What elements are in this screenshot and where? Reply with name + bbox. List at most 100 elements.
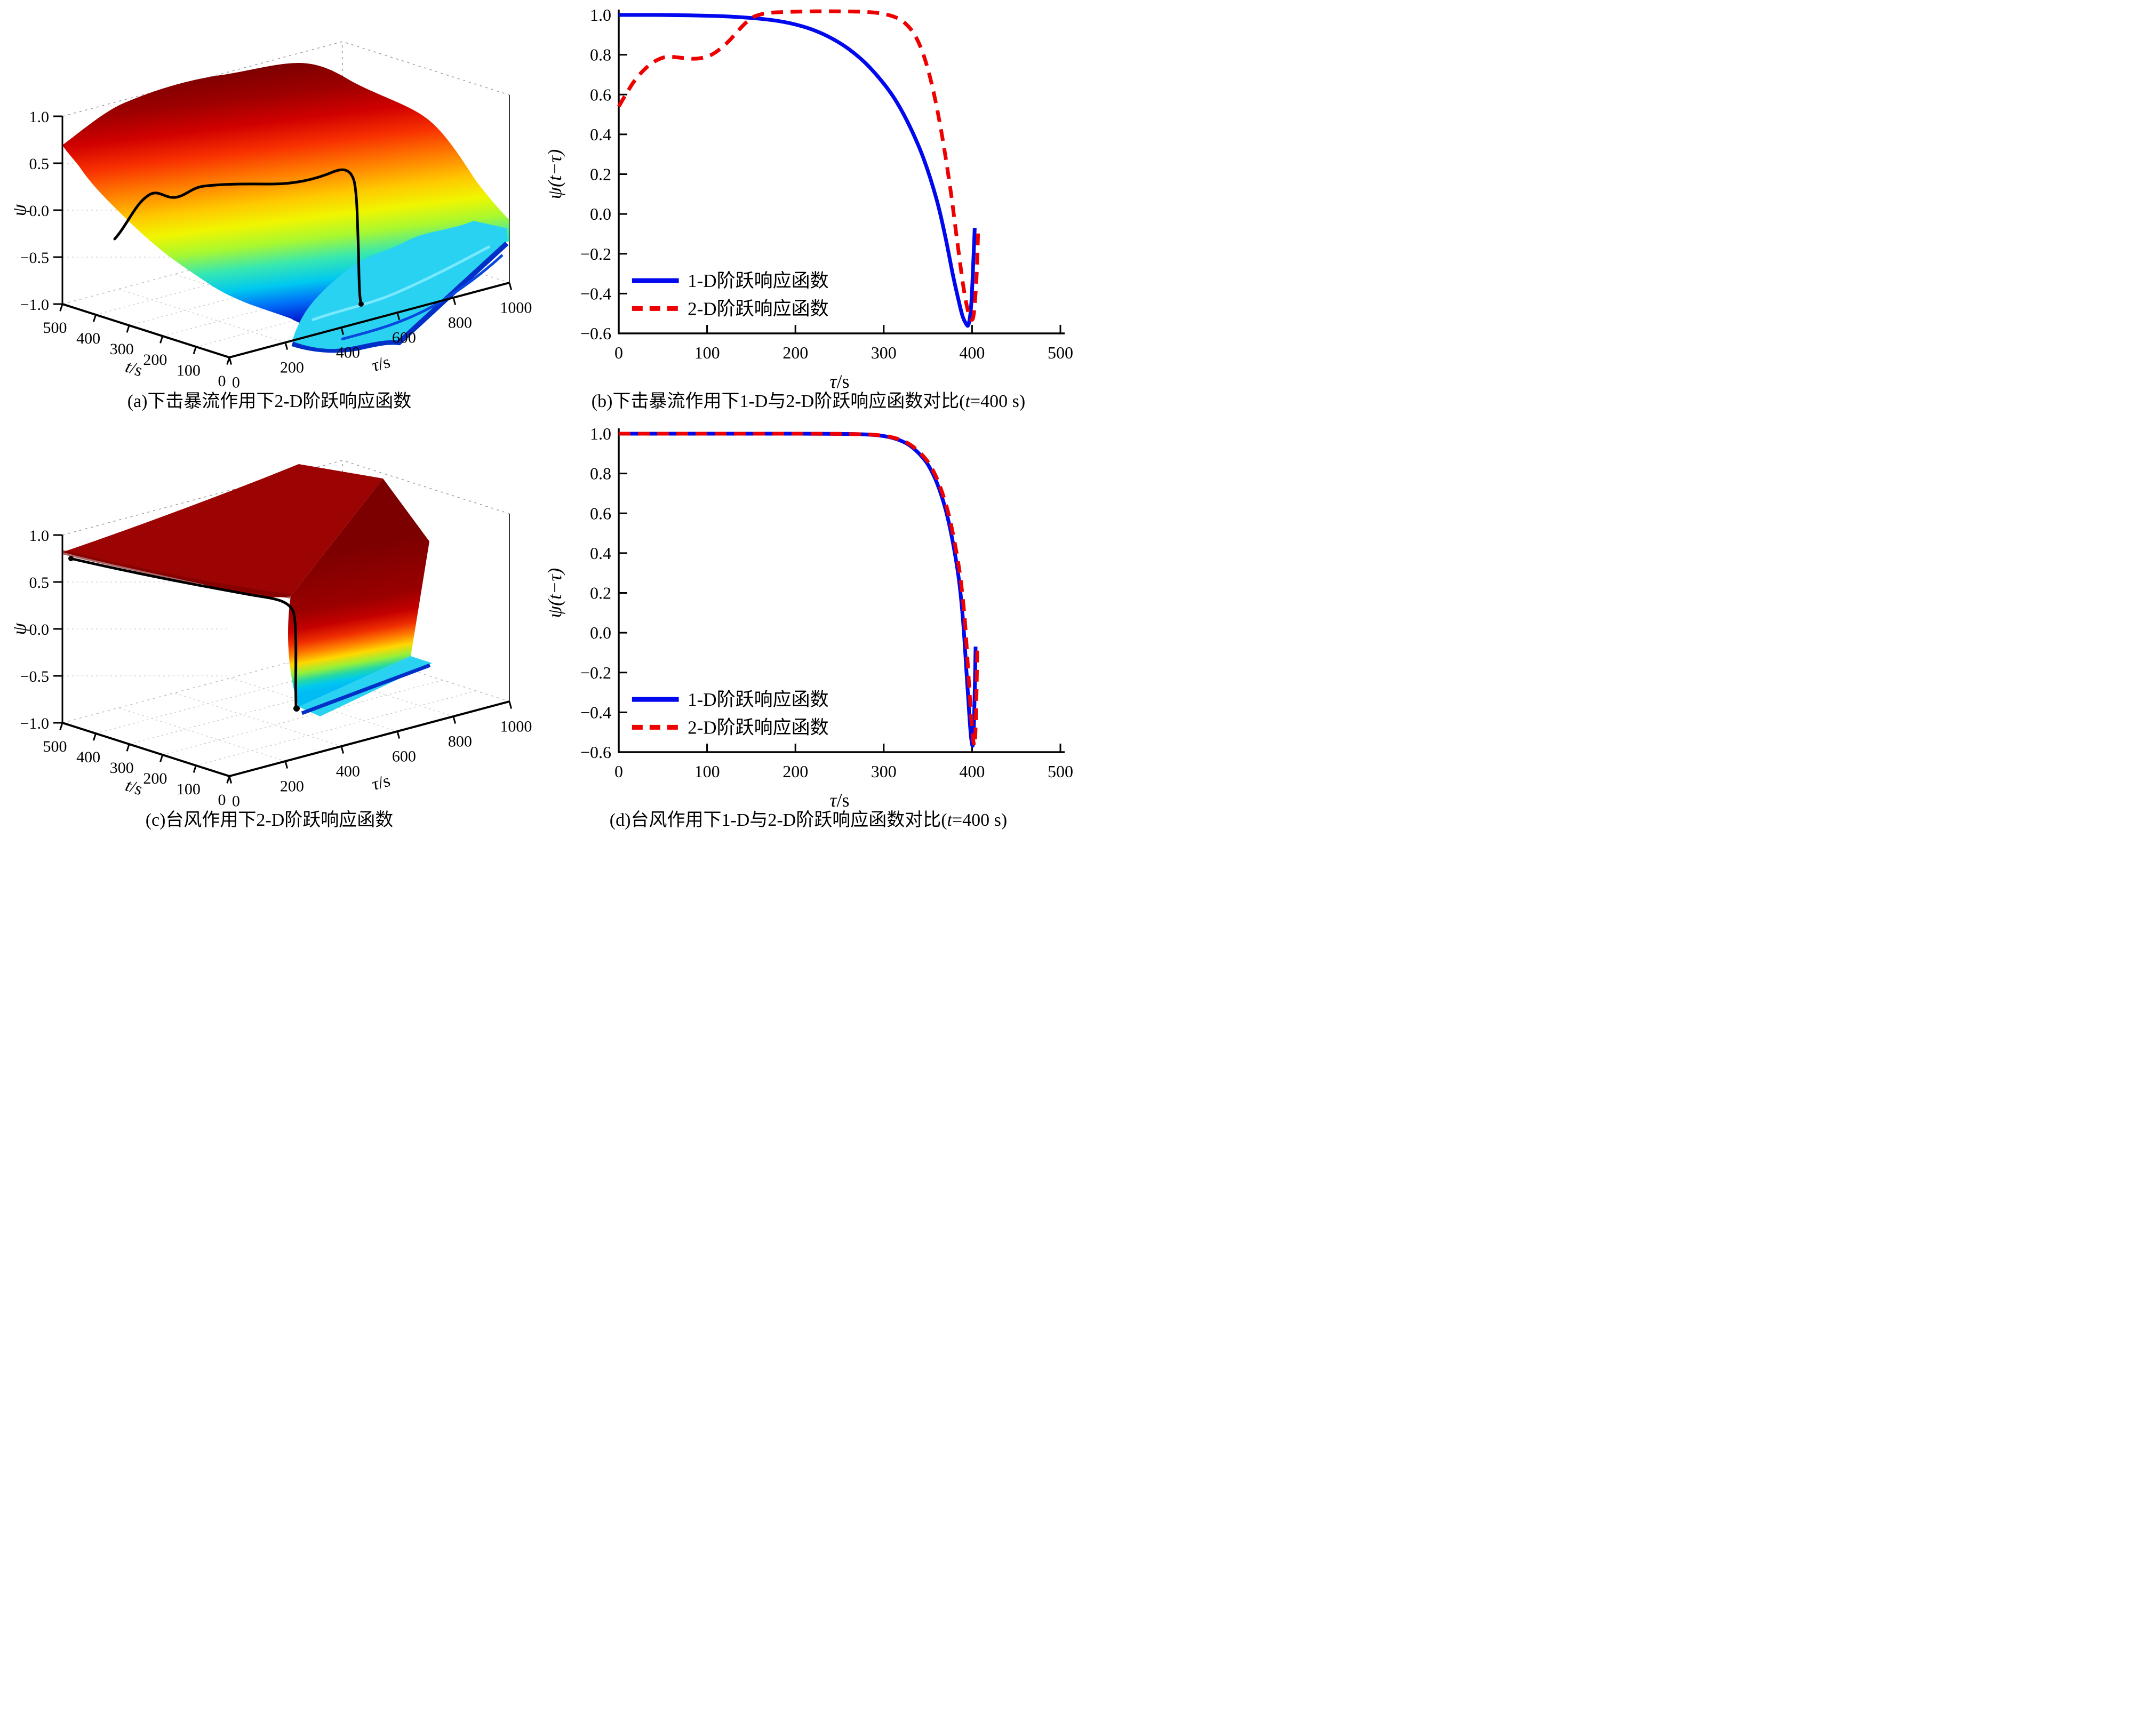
t-axis [62, 303, 230, 358]
legend-label-2d: 2-D阶跃响应函数 [688, 717, 828, 738]
x-tick-label: 500 [1048, 762, 1073, 781]
y-tick-label: 1.0 [590, 5, 611, 25]
caption-b-text: (b)下击暴流作用下1-D与2-D阶跃响应函数对比( [591, 392, 965, 411]
panel-a-surface-figure: 0 100 200 300 400 500 0 200 400 600 800 1000 1.0 0.5 0… [0, 0, 539, 419]
t-axis-label: t/s [123, 357, 145, 381]
x-tick-label: 300 [871, 762, 897, 781]
t-tick-label: 400 [76, 748, 100, 765]
tau-tick [228, 776, 233, 784]
t-tick-label: 200 [143, 351, 167, 369]
y-tick-label: 1.0 [590, 424, 611, 443]
z-axis-label: ψ [9, 623, 30, 635]
tau-tick-label: 800 [448, 732, 472, 750]
cyan-shelf [292, 221, 507, 349]
figure-grid: 0 100 200 300 400 500 0 200 400 600 800 1000 1.0 0.5 0… [0, 0, 1078, 837]
y-tick-label: 0.2 [590, 165, 611, 184]
z-tick-label: 0.0 [29, 202, 50, 220]
t-tick [92, 314, 97, 322]
x-tick-label: 100 [694, 343, 720, 362]
tau-axis-label: τ/s [370, 353, 392, 376]
tau-tick [340, 327, 345, 335]
z-tick-label: 0.5 [29, 574, 50, 592]
slice-curve-t400 [113, 168, 362, 304]
y-axis-label: ψ(t−τ) [544, 568, 565, 618]
y-tick-label: −0.4 [580, 703, 611, 722]
shelf-navy-edge [291, 241, 509, 353]
t-tick [193, 346, 197, 354]
t-tick [59, 722, 63, 730]
box-hidden-top-edges [62, 41, 510, 117]
shelf-wave-dark [341, 254, 504, 341]
tau-tick [228, 357, 233, 365]
t-tick [126, 325, 130, 333]
box-hidden-top-edges [62, 459, 510, 536]
tau-tick-label: 600 [392, 747, 416, 765]
t-tick-label: 100 [177, 362, 201, 379]
panel-c-surface-figure: 0 100 200 300 400 500 0 200 400 600 800 1000 1.0 0.5 0… [0, 419, 539, 837]
caption-d-suffix: =400 s) [952, 810, 1008, 830]
y-tick-label: −0.4 [580, 284, 611, 303]
t-tick [92, 733, 97, 741]
axes-over-layer-a: 0 100 200 300 400 500 0 200 400 600 800 1000 1.0 0.5 0… [9, 108, 532, 389]
floor-grid-tau [118, 289, 286, 343]
t-tick [126, 744, 130, 752]
x-tick-label: 0 [614, 762, 623, 781]
y-tick-label: 0.6 [590, 85, 611, 104]
x-tick-label: 0 [614, 343, 623, 362]
box-hidden-floor-edges [62, 647, 510, 723]
caption-b-suffix: =400 s) [970, 392, 1026, 411]
caption-c: (c)台风作用下2-D阶跃响应函数 [0, 809, 539, 832]
tau-tick [396, 731, 401, 739]
y-tick-label: 0.8 [590, 464, 611, 483]
x-tick-label: 200 [782, 343, 808, 362]
tau-tick [396, 312, 401, 320]
floor-grid-tau [118, 707, 286, 762]
y-tick-label: 0.0 [590, 204, 611, 224]
caption-b: (b)下击暴流作用下1-D与2-D阶跃响应函数对比(t=400 s) [539, 390, 1078, 413]
slice-curve-end-dot [358, 301, 364, 307]
t-tick-label: 200 [143, 769, 167, 787]
t-tick [159, 754, 164, 762]
z-tick-label: −1.0 [20, 715, 49, 732]
z-tick-label: 1.0 [29, 527, 50, 545]
tau-tick-label: 200 [280, 777, 304, 795]
surface-art-c [62, 464, 432, 716]
tau-tick-label: 200 [280, 358, 304, 376]
x-tick-label: 400 [959, 762, 985, 781]
tau-axis-label: τ/s [370, 771, 392, 794]
x-tick-label: 200 [782, 762, 808, 781]
z-tick-label: −1.0 [20, 296, 49, 314]
cliff-wall [288, 478, 429, 707]
floor-grid-t [196, 690, 476, 766]
z-tick-label: −0.5 [20, 668, 49, 685]
z-tick-label: 0.5 [29, 155, 50, 173]
y-tick-label: 0.4 [590, 543, 611, 562]
surface-art-a [62, 63, 509, 353]
caption-c-text: (c)台风作用下2-D阶跃响应函数 [145, 810, 394, 830]
y-axis-label: ψ(t−τ) [544, 149, 565, 200]
t-tick-label: 100 [177, 780, 201, 797]
t-axis [62, 721, 230, 777]
figure-2x2-step-response: 0 100 200 300 400 500 0 200 400 600 800 1000 1.0 0.5 0… [0, 0, 1078, 837]
surface-plot-c: 0 100 200 300 400 500 0 200 400 600 800 1000 1.0 0.5 0… [9, 459, 532, 808]
t-tick-label: 500 [43, 319, 67, 337]
y-tick-label: 0.2 [590, 583, 611, 602]
panel-d-line-figure: 0 100 200 300 400 500 1.0 0.8 0.6 0.4 0.2 0.0 −0.2 −0… [539, 419, 1078, 837]
tau-tick-label: 400 [336, 344, 360, 361]
plateau-top-face [62, 464, 383, 597]
legend-label-1d: 1-D阶跃响应函数 [688, 270, 828, 291]
legend-label-1d: 1-D阶跃响应函数 [688, 689, 828, 710]
floor-grid-t [162, 679, 443, 755]
z-axis-label: ψ [9, 204, 30, 216]
series-line-2d [617, 9, 980, 322]
caption-a: (a)下击暴流作用下2-D阶跃响应函数 [0, 390, 539, 413]
panel-b-line-figure: 0 100 200 300 400 500 1.0 0.8 0.6 0.4 0.2 0.0 −0.2 −0… [539, 0, 1078, 419]
t-tick-label: 400 [76, 330, 100, 347]
line-plot-b: 0 100 200 300 400 500 1.0 0.8 0.6 0.4 0.2 0.0 −0.2 −0… [544, 5, 1073, 389]
x-axis-label: τ/s [830, 789, 850, 808]
y-tick-label: 0.4 [590, 125, 611, 144]
tau-tick-label: 0 [232, 792, 240, 808]
caption-d: (d)台风作用下1-D与2-D阶跃响应函数对比(t=400 s) [539, 809, 1078, 832]
axes-spine [618, 10, 1065, 334]
caption-a-text: (a)下击暴流作用下2-D阶跃响应函数 [127, 392, 412, 411]
